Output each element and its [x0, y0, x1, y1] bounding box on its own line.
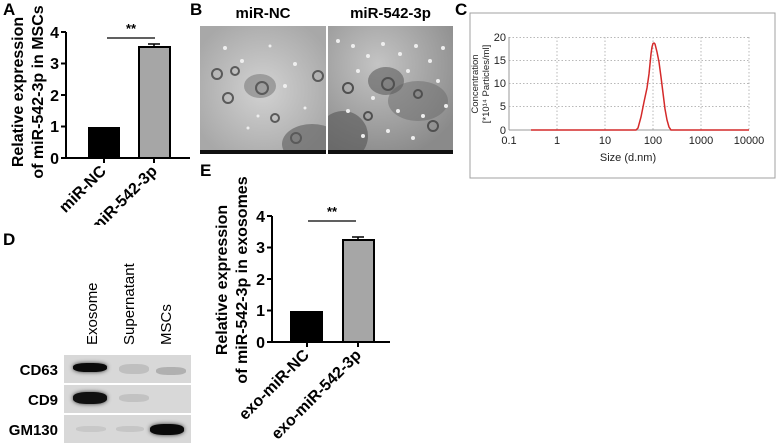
- significance-marker-e: **: [327, 204, 338, 219]
- bar-chart-a: Relative expression of miR-542-3p in MSC…: [10, 5, 190, 225]
- c-y-tick-20: 20: [494, 32, 506, 44]
- y-axis-label-line2: of miR-542-3p in MSCs: [30, 5, 47, 178]
- c-x-tick-0-1: 0.1: [501, 135, 516, 147]
- e-y-tick-1: 1: [256, 303, 265, 320]
- c-y-tick-15: 15: [494, 55, 506, 67]
- protein-label-cd63: CD63: [19, 362, 58, 379]
- lane-label-mscs: MSCs: [158, 304, 175, 345]
- bar-chart-e: Relative expression of miR-542-3p in exo…: [214, 176, 390, 443]
- c-y-tick-0: 0: [500, 125, 506, 137]
- x-label-exo-mir-542-3p: exo-miR-542-3p: [269, 347, 365, 443]
- blot-row-cd63: [64, 355, 191, 383]
- e-y-tick-2: 2: [256, 272, 265, 289]
- tem-image-mir-542-3p: [328, 26, 453, 154]
- e-y-axis-label-line1: Relative expression: [214, 205, 231, 355]
- line-chart-c: 20 15 10 5 0 0.1 1 10 100 1000 10000 Siz…: [469, 12, 776, 179]
- lane-label-exosome: Exosome: [84, 282, 101, 345]
- c-x-tick-10: 10: [599, 135, 611, 147]
- c-y-axis-label-line2: [*10¹⁴ Particles/ml]: [481, 45, 492, 124]
- c-x-tick-100: 100: [644, 135, 662, 147]
- panel-label-a: A: [3, 0, 16, 19]
- e-y-tick-4: 4: [256, 209, 265, 226]
- size-distribution-curve: [531, 42, 749, 131]
- y-tick-1: 1: [50, 119, 59, 136]
- blot-row-gm130: [64, 415, 191, 443]
- bar-mir-nc: [88, 127, 120, 158]
- y-tick-2: 2: [50, 88, 59, 105]
- y-tick-4: 4: [50, 25, 59, 42]
- c-x-tick-10000: 10000: [734, 135, 765, 147]
- c-x-axis-label: Size (d.nm): [600, 152, 656, 164]
- panel-label-d: D: [3, 230, 16, 249]
- c-x-tick-1000: 1000: [689, 135, 713, 147]
- em-title-mir-nc: miR-NC: [235, 5, 291, 22]
- e-y-axis-label-line2: of miR-542-3p in exosomes: [234, 176, 251, 383]
- bar-exo-mir-542-3p: [342, 239, 375, 343]
- panel-label-b: B: [190, 0, 203, 19]
- c-y-axis-label-line1: Concentration: [470, 54, 481, 113]
- em-title-mir-542-3p: miR-542-3p: [350, 5, 431, 22]
- panel-label-c: C: [455, 0, 468, 19]
- panel-label-e: E: [200, 161, 212, 180]
- tem-image-mir-nc: [200, 26, 326, 154]
- c-x-tick-1: 1: [554, 135, 560, 147]
- bar-mir-542-3p: [138, 46, 171, 159]
- y-tick-0: 0: [50, 151, 59, 168]
- e-y-tick-0: 0: [256, 335, 265, 352]
- y-tick-3: 3: [50, 56, 59, 73]
- protein-label-cd9: CD9: [27, 392, 58, 409]
- e-y-tick-3: 3: [256, 240, 265, 257]
- c-y-tick-5: 5: [500, 101, 506, 113]
- c-y-tick-10: 10: [494, 78, 506, 90]
- lane-label-supernatant: Supernatant: [121, 263, 138, 345]
- significance-marker-a: **: [126, 21, 137, 36]
- blot-row-cd9: [64, 385, 191, 413]
- bar-exo-mir-nc: [290, 311, 323, 342]
- y-axis-label-line1: Relative expression: [10, 17, 27, 167]
- protein-label-gm130: GM130: [8, 422, 58, 439]
